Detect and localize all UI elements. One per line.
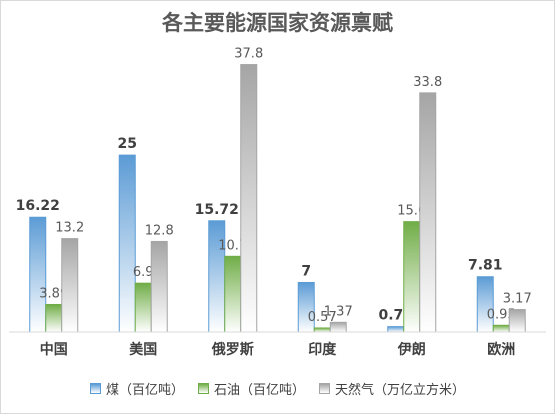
data-label-1-series-1: 6.9 (133, 265, 154, 280)
x-tick-label: 中国 (40, 341, 68, 358)
legend-label: 天然气（万亿立方米） (335, 383, 466, 398)
x-tick-label: 俄罗斯 (211, 341, 254, 358)
data-label-0-series-2: 13.2 (55, 221, 84, 236)
bar-3-series-1 (313, 327, 331, 333)
x-tick-label: 欧洲 (487, 341, 515, 358)
bar-5-series-1 (492, 324, 510, 333)
bar-2-series-2 (240, 64, 258, 333)
bar-5-series-0 (476, 276, 494, 333)
legend-swatch (197, 383, 209, 394)
data-label-5-series-1: 0.95 (487, 307, 516, 322)
bar-2-series-1 (224, 255, 242, 333)
data-label-0-series-0: 16.22 (16, 198, 60, 214)
data-label-2-series-1: 10.7 (218, 238, 247, 253)
bar-4-series-2 (419, 92, 437, 333)
data-label-5-series-0: 7.81 (468, 258, 503, 274)
x-tick-label: 美国 (129, 341, 157, 358)
data-label-3-series-2: 1.37 (324, 304, 353, 319)
data-label-3-series-0: 7 (301, 263, 311, 279)
chart-legend: 煤（百亿吨） 石油（百亿吨） 天然气（万亿立方米） (1, 379, 554, 398)
data-label-4-series-1: 15.6 (397, 204, 426, 219)
legend-item: 煤（百亿吨） (89, 379, 184, 398)
bar-1-series-2 (150, 240, 168, 333)
bar-5-series-2 (508, 309, 526, 333)
data-label-5-series-2: 3.17 (503, 292, 532, 307)
legend-label: 石油（百亿吨） (213, 383, 305, 398)
bar-4-series-1 (403, 221, 421, 333)
bar-0-series-1 (45, 303, 63, 333)
data-label-2-series-0: 15.72 (195, 202, 239, 218)
data-label-2-series-2: 37.8 (234, 47, 263, 62)
legend-item: 石油（百亿吨） (197, 379, 305, 398)
data-label-0-series-1: 3.89 (39, 286, 68, 301)
data-label-1-series-0: 25 (118, 136, 137, 152)
legend-swatch (89, 383, 101, 394)
legend-label: 煤（百亿吨） (105, 383, 184, 398)
bar-4-series-0 (387, 326, 405, 333)
legend-item: 天然气（万亿立方米） (319, 379, 465, 398)
x-tick-label: 印度 (308, 341, 337, 358)
bar-0-series-2 (61, 238, 79, 333)
data-label-3-series-1: 0.57 (308, 310, 337, 325)
data-label-4-series-2: 33.8 (413, 75, 442, 90)
data-label-1-series-2: 12.8 (145, 223, 174, 238)
chart-title: 各主要能源国家资源禀赋 (162, 11, 393, 35)
bar-1-series-0 (118, 154, 136, 333)
bar-0-series-0 (29, 216, 47, 333)
bar-3-series-2 (329, 321, 347, 333)
x-tick-label: 伊朗 (397, 341, 426, 358)
legend-swatch (319, 383, 330, 394)
bar-1-series-1 (134, 282, 152, 333)
